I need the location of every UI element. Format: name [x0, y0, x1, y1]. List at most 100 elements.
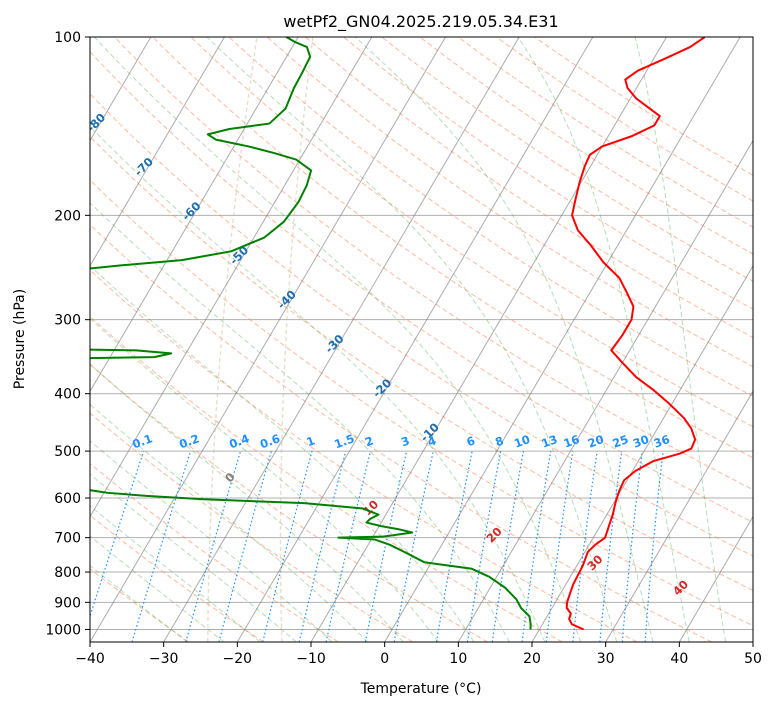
dry-adiabat — [152, 37, 753, 459]
x-tick-label: 30 — [597, 651, 615, 667]
moist-adiabat — [354, 37, 654, 642]
mixing-ratio-label: 13 — [539, 432, 559, 451]
mixing-ratio-label: 25 — [611, 432, 631, 451]
dry-adiabat — [305, 37, 753, 339]
mixing-ratio-line — [262, 450, 313, 642]
mixing-ratio-line — [521, 451, 552, 642]
y-tick-label: 500 — [54, 444, 81, 460]
mixing-ratio-line — [572, 451, 598, 642]
isotherm — [457, 139, 753, 642]
y-tick-label: 100 — [54, 30, 81, 46]
x-tick-label: 0 — [380, 651, 389, 667]
moist-adiabat — [634, 37, 727, 642]
x-tick-label: −20 — [223, 651, 253, 667]
dry-adiabats — [90, 37, 753, 642]
mixing-ratio-line — [491, 450, 525, 642]
y-tick-label: 600 — [54, 491, 81, 507]
isotherm — [163, 37, 520, 642]
mixing-ratio-label: 20 — [586, 432, 606, 451]
temperature-profile — [565, 37, 706, 631]
x-tick-label: −40 — [75, 651, 105, 667]
y-tick-label: 300 — [54, 313, 81, 329]
mixing-ratio-line — [131, 450, 192, 642]
mixing-ratio-label: 30 — [631, 432, 651, 451]
mixing-ratio-label: 16 — [562, 432, 582, 451]
dry-adiabat — [496, 37, 753, 202]
y-tick-label: 900 — [54, 595, 81, 611]
dry-adiabat — [90, 412, 414, 642]
x-tick-label: 20 — [523, 651, 541, 667]
dry-adiabat — [90, 315, 563, 642]
plot-frame — [89, 36, 754, 643]
isotherms — [90, 37, 753, 642]
mixing-ratio-line — [325, 450, 372, 642]
dry-adiabat — [90, 223, 712, 642]
dewpoint-profile — [90, 37, 532, 630]
mixing-ratio-label: 1.5 — [332, 431, 356, 451]
dry-adiabat — [90, 179, 753, 627]
mixing-ratio-label: 0.6 — [258, 431, 282, 451]
isotherm — [90, 37, 299, 393]
plot-area: -100-90-80-70-60-50-40-30-20-10010203040… — [90, 37, 753, 642]
profiles — [90, 37, 706, 631]
mixing-ratio-label: 0.1 — [130, 431, 154, 451]
moist-adiabat — [90, 505, 261, 642]
isotherm — [605, 390, 753, 642]
mixing-ratio-line — [644, 451, 664, 642]
dry-adiabat — [90, 93, 753, 557]
pressure-gridlines — [90, 37, 753, 630]
dry-adiabat — [228, 37, 753, 397]
moist-adiabat — [90, 473, 297, 642]
dry-adiabat — [90, 135, 753, 591]
dry-adiabat — [534, 37, 753, 176]
mixing-ratio-line — [298, 450, 347, 642]
y-tick-label: 800 — [54, 565, 81, 581]
moist-adiabat — [90, 125, 546, 642]
mixing-ratio-line — [545, 451, 574, 642]
x-tick-label: 50 — [744, 651, 762, 667]
moist-adiabat — [517, 37, 690, 642]
y-tick-label: 700 — [54, 531, 81, 547]
mixing-ratio-label: 10 — [512, 432, 532, 451]
moist-adiabat — [90, 440, 333, 642]
y-axis-ticks: 100 200 300 400 500 600 700 800 900 1000 — [45, 30, 90, 638]
isotherm — [90, 37, 225, 267]
x-tick-label: −30 — [149, 651, 179, 667]
isotherm — [678, 515, 753, 642]
mixing-ratio-line — [185, 450, 242, 642]
isotherm — [310, 37, 667, 642]
isotherm — [531, 264, 753, 642]
moist-adiabat — [93, 37, 582, 642]
y-tick-label: 400 — [54, 387, 81, 403]
dry-adiabat — [190, 37, 753, 428]
moist-adiabat — [90, 202, 510, 642]
mixing-ratio-label: 0.4 — [227, 431, 251, 451]
reference-curve — [207, 37, 258, 642]
mixing-ratio-line — [218, 450, 272, 642]
moist-adiabat — [90, 264, 475, 642]
x-axis-ticks: −40 −30 −20 −10 0 10 20 30 40 50 — [75, 642, 762, 667]
dry-adiabat — [114, 37, 753, 491]
isotherm — [236, 37, 594, 642]
moist-adiabat — [90, 403, 369, 642]
mixing-ratio-line — [599, 451, 623, 642]
dry-adiabat — [90, 51, 753, 523]
isotherm — [90, 37, 152, 142]
mixing-ratio-lines — [90, 450, 664, 642]
y-tick-label: 200 — [54, 208, 81, 224]
x-tick-label: 10 — [449, 651, 467, 667]
x-tick-label: 40 — [670, 651, 688, 667]
dry-adiabat — [419, 37, 753, 255]
moist-adiabat — [90, 535, 225, 642]
x-tick-label: −10 — [296, 651, 326, 667]
moist-adiabat — [90, 363, 404, 642]
x-axis-label: Temperature (°C) — [360, 681, 482, 697]
moist-adiabat — [90, 564, 188, 642]
dry-adiabat — [266, 37, 753, 368]
reference-curve — [279, 37, 314, 642]
dry-adiabat — [90, 462, 339, 642]
isotherm — [384, 37, 741, 642]
dry-adiabat — [90, 363, 488, 642]
mixing-ratio-line — [621, 451, 643, 642]
